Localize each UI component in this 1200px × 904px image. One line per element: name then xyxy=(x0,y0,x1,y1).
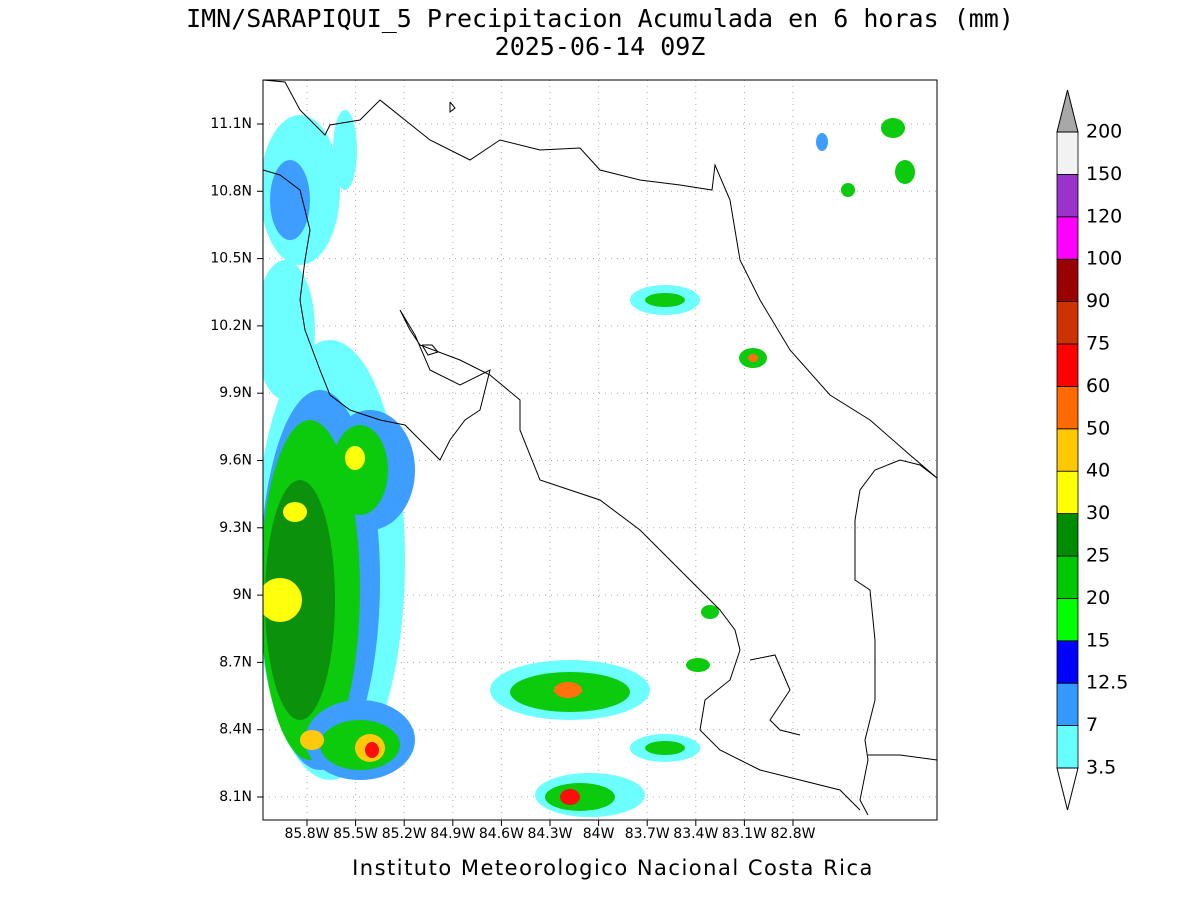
border xyxy=(868,754,937,761)
lat-tick-label: 9.9N xyxy=(219,385,252,401)
lon-tick-label: 82.8W xyxy=(770,826,815,842)
footer: Instituto Meteorologico Nacional Costa R… xyxy=(352,856,874,880)
lat-tick-label: 10.2N xyxy=(210,318,252,334)
rain-area xyxy=(645,741,685,755)
rain-area xyxy=(701,605,719,619)
lon-tick-label: 84.9W xyxy=(430,826,475,842)
lon-tick-label: 84W xyxy=(583,826,615,842)
precipitation-field xyxy=(263,80,937,817)
rain-area xyxy=(365,742,379,758)
lat-tick-label: 10.5N xyxy=(210,251,252,267)
rain-area xyxy=(263,578,302,622)
colorbar-box xyxy=(1056,343,1079,387)
map-frame xyxy=(262,79,938,821)
colorbar-label: 3.5 xyxy=(1086,757,1116,779)
colorbar-box xyxy=(1056,513,1079,557)
lat-tick-label: 9.6N xyxy=(219,453,252,469)
rain-area xyxy=(816,133,828,151)
colorbar-label: 40 xyxy=(1086,460,1110,482)
colorbar-label: 12.5 xyxy=(1086,672,1128,694)
lat-tick-label: 9N xyxy=(233,587,252,603)
subtitle: 2025-06-14 09Z xyxy=(495,32,706,61)
lon-tick-label: 84.3W xyxy=(527,826,572,842)
lat-tick-label: 8.1N xyxy=(219,789,252,805)
colorbar-box xyxy=(1056,682,1079,727)
colorbar-box xyxy=(1056,428,1079,472)
colorbar-label: 30 xyxy=(1086,502,1110,524)
lon-tick-label: 85.2W xyxy=(382,826,427,842)
colorbar-label: 7 xyxy=(1086,714,1098,736)
colorbar-label: 90 xyxy=(1086,290,1110,312)
lon-tick-label: 85.5W xyxy=(333,826,378,842)
rain-area xyxy=(554,682,582,698)
colorbar-box xyxy=(1056,258,1079,303)
rain-area xyxy=(748,354,758,362)
colorbar-label: 200 xyxy=(1086,121,1122,143)
colorbar-box xyxy=(1056,598,1079,642)
colorbar-box xyxy=(1056,173,1079,218)
rain-area xyxy=(895,160,915,184)
lat-tick-label: 8.4N xyxy=(219,722,252,738)
colorbar-box xyxy=(1056,640,1079,684)
colorbar-box xyxy=(1056,216,1079,260)
colorbar-under xyxy=(1056,767,1079,811)
rain-area xyxy=(345,446,365,470)
rain-area xyxy=(686,658,710,672)
colorbar-box xyxy=(1056,470,1079,515)
axes: 11.1N 10.8N 10.5N 10.2N 9.9N 9.6N 9.3N 9N 8.7N 8.… xyxy=(210,116,815,842)
lat-tick-label: 11.1N xyxy=(210,116,252,132)
lon-tick-label: 84.6W xyxy=(479,826,524,842)
colorbar-box xyxy=(1056,301,1079,345)
coastline xyxy=(263,80,937,479)
rain-area xyxy=(881,118,905,138)
colorbar-label: 50 xyxy=(1086,417,1110,439)
title: IMN/SARAPIQUI_5 Precipitacion Acumulada … xyxy=(186,4,1014,33)
colorbar-label: 100 xyxy=(1086,248,1122,270)
lat-tick-label: 9.3N xyxy=(219,520,252,536)
colorbar-label: 150 xyxy=(1086,163,1122,185)
island xyxy=(421,344,439,356)
lat-tick-label: 10.8N xyxy=(210,183,252,199)
colorbar-label: 60 xyxy=(1086,375,1110,397)
rain-area xyxy=(270,160,310,240)
colorbar-over xyxy=(1056,89,1079,133)
rain-area xyxy=(332,425,388,515)
rain-area xyxy=(300,730,324,750)
colorbar-label: 20 xyxy=(1086,587,1110,609)
coastline xyxy=(263,169,861,811)
colorbar-label: 25 xyxy=(1086,545,1110,567)
rain-area xyxy=(560,789,580,805)
colorbar-label: 120 xyxy=(1086,205,1122,227)
colorbar: 3.5 7 12.5 15 20 25 30 40 50 60 75 90 100 120 150 200 xyxy=(1056,89,1128,811)
colorbar-label: 15 xyxy=(1086,629,1110,651)
colorbar-box xyxy=(1056,385,1079,430)
lon-tick-label: 83.4W xyxy=(673,826,718,842)
rain-area xyxy=(841,183,855,197)
lon-tick-label: 83.1W xyxy=(722,826,767,842)
colorbar-box xyxy=(1056,555,1079,599)
rain-area xyxy=(333,110,357,190)
lat-tick-label: 8.7N xyxy=(219,654,252,670)
border xyxy=(854,459,937,816)
rain-area xyxy=(645,293,685,307)
island xyxy=(449,101,456,114)
rain-area xyxy=(283,502,307,522)
lon-tick-label: 83.7W xyxy=(625,826,670,842)
colorbar-label: 75 xyxy=(1086,333,1110,355)
coastline xyxy=(749,654,801,736)
lon-tick-label: 85.8W xyxy=(284,826,329,842)
colorbar-box xyxy=(1056,725,1079,769)
colorbar-box xyxy=(1056,131,1079,175)
